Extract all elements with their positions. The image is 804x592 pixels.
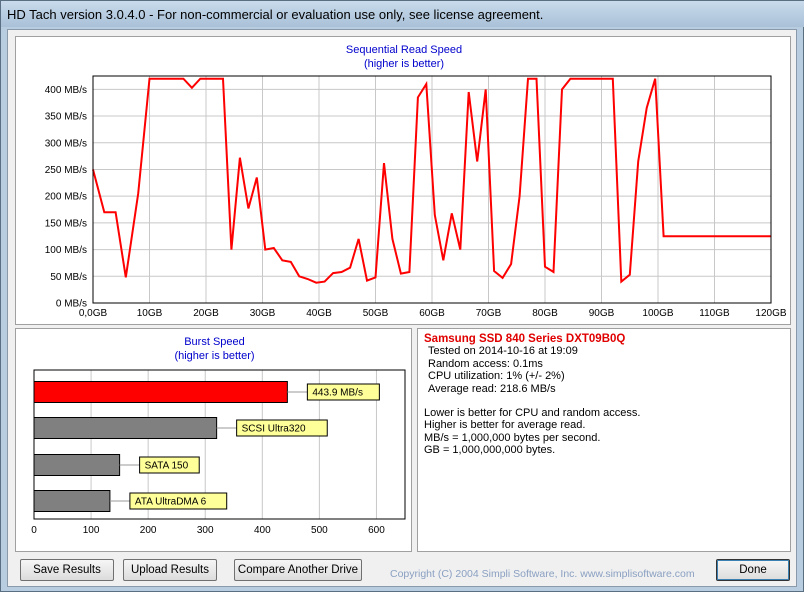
burst-x-tick-label: 300 bbox=[197, 525, 214, 536]
drive-name: Samsung SSD 840 Series DXT09B0Q bbox=[424, 333, 626, 345]
client-area: Sequential Read Speed (higher is better)… bbox=[7, 29, 797, 587]
burst-speed-panel: Burst Speed (higher is better) 0 100 200 30… bbox=[15, 328, 412, 552]
burst-x-tick-label: 200 bbox=[140, 525, 157, 536]
cpu-utilization: CPU utilization: 1% (+/- 2%) bbox=[428, 370, 565, 383]
seq-x-tick-label: 30GB bbox=[250, 308, 276, 319]
burst-bar-label: SATA 150 bbox=[145, 461, 189, 472]
title-bar[interactable]: HD Tach version 3.0.4.0 - For non-commer… bbox=[1, 1, 804, 27]
seq-y-tick-label: 400 MB/s bbox=[45, 85, 87, 96]
note-gb: GB = 1,000,000,000 bytes. bbox=[424, 444, 556, 457]
burst-bar-label: ATA UltraDMA 6 bbox=[135, 497, 207, 508]
average-read: Average read: 218.6 MB/s bbox=[428, 382, 556, 395]
seq-plot-border bbox=[92, 75, 772, 304]
note-average: Higher is better for average read. bbox=[424, 419, 586, 432]
note-mbs: MB/s = 1,000,000 bytes per second. bbox=[424, 431, 601, 444]
burst-bar-label: SCSI Ultra320 bbox=[242, 424, 306, 435]
burst-chart-subtitle: (higher is better) bbox=[174, 350, 255, 362]
seq-y-tick-label: 200 MB/s bbox=[45, 192, 87, 203]
compare-another-drive-button[interactable]: Compare Another Drive bbox=[234, 559, 362, 581]
sequential-read-panel: Sequential Read Speed (higher is better)… bbox=[15, 36, 791, 325]
burst-bar bbox=[33, 417, 218, 439]
save-results-button[interactable]: Save Results bbox=[20, 559, 114, 581]
seq-chart-title-block: Sequential Read Speed (higher is better) bbox=[16, 43, 792, 71]
seq-y-tick-label: 150 MB/s bbox=[45, 218, 87, 229]
seq-x-tick-label: 90GB bbox=[589, 308, 615, 319]
upload-results-button[interactable]: Upload Results bbox=[123, 559, 217, 581]
seq-x-tick-label: 70GB bbox=[476, 308, 502, 319]
sequential-read-chart: 0 MB/s 50 MB/s 100 MB/s 150 MB/s 200 MB/s 250… bbox=[45, 75, 787, 319]
burst-label-box bbox=[306, 383, 380, 401]
seq-chart-title: Sequential Read Speed bbox=[345, 44, 463, 56]
seq-chart-subtitle: (higher is better) bbox=[363, 58, 445, 70]
window-title: HD Tach version 3.0.4.0 - For non-commer… bbox=[7, 7, 544, 22]
results-info-panel: Samsung SSD 840 Series DXT09B0Q Tested o… bbox=[417, 328, 791, 552]
seq-x-tick-label: 0,0GB bbox=[79, 308, 108, 319]
burst-label-box bbox=[236, 419, 328, 437]
copyright-text: Copyright (C) 2004 Simpli Software, Inc.… bbox=[390, 568, 695, 580]
burst-bar bbox=[33, 490, 111, 512]
upload-results-label: Upload Results bbox=[131, 564, 209, 576]
burst-x-tick-label: 600 bbox=[368, 525, 385, 536]
seq-y-tick-label: 300 MB/s bbox=[45, 138, 87, 149]
seq-y-tick-label: 0 MB/s bbox=[56, 299, 87, 310]
burst-bar-label: 443.9 MB/s bbox=[312, 388, 363, 399]
seq-x-tick-label: 100GB bbox=[642, 308, 673, 319]
seq-y-tick-label: 250 MB/s bbox=[45, 165, 87, 176]
note-cpu: Lower is better for CPU and random acces… bbox=[424, 407, 641, 420]
seq-x-tick-label: 80GB bbox=[532, 308, 558, 319]
burst-x-tick-label: 400 bbox=[254, 525, 271, 536]
burst-x-tick-label: 100 bbox=[83, 525, 100, 536]
save-results-label: Save Results bbox=[33, 564, 101, 576]
seq-x-tick-label: 50GB bbox=[363, 308, 389, 319]
burst-label-box bbox=[139, 456, 200, 474]
burst-label-box bbox=[129, 492, 228, 510]
seq-x-tick-label: 60GB bbox=[419, 308, 445, 319]
burst-speed-chart: 0 100 200 300 400 500 600 443.9 MB/s SCSI Ultra3… bbox=[31, 369, 406, 536]
seq-read-series-line bbox=[92, 77, 771, 284]
seq-x-tick-label: 20GB bbox=[193, 308, 219, 319]
burst-bar bbox=[33, 381, 288, 403]
seq-y-tick-label: 100 MB/s bbox=[45, 245, 87, 256]
tested-on: Tested on 2014-10-16 at 19:09 bbox=[428, 345, 578, 358]
burst-plot-border bbox=[33, 369, 406, 520]
seq-x-tick-label: 10GB bbox=[137, 308, 163, 319]
seq-x-tick-label: 120GB bbox=[755, 308, 786, 319]
seq-x-tick-label: 40GB bbox=[306, 308, 332, 319]
burst-bar bbox=[33, 454, 121, 476]
seq-y-tick-label: 50 MB/s bbox=[50, 272, 87, 283]
seq-y-tick-label: 350 MB/s bbox=[45, 112, 87, 123]
burst-x-tick-label: 500 bbox=[311, 525, 328, 536]
seq-x-tick-label: 110GB bbox=[699, 308, 730, 319]
burst-chart-title: Burst Speed bbox=[184, 336, 245, 348]
burst-x-tick-label: 0 bbox=[31, 525, 37, 536]
compare-another-drive-label: Compare Another Drive bbox=[237, 564, 359, 576]
done-label: Done bbox=[739, 564, 767, 576]
burst-chart-title-block: Burst Speed (higher is better) bbox=[16, 335, 413, 363]
random-access: Random access: 0.1ms bbox=[428, 357, 543, 370]
results-info: Samsung SSD 840 Series DXT09B0Q Tested o… bbox=[424, 333, 640, 457]
done-button[interactable]: Done bbox=[716, 559, 790, 581]
